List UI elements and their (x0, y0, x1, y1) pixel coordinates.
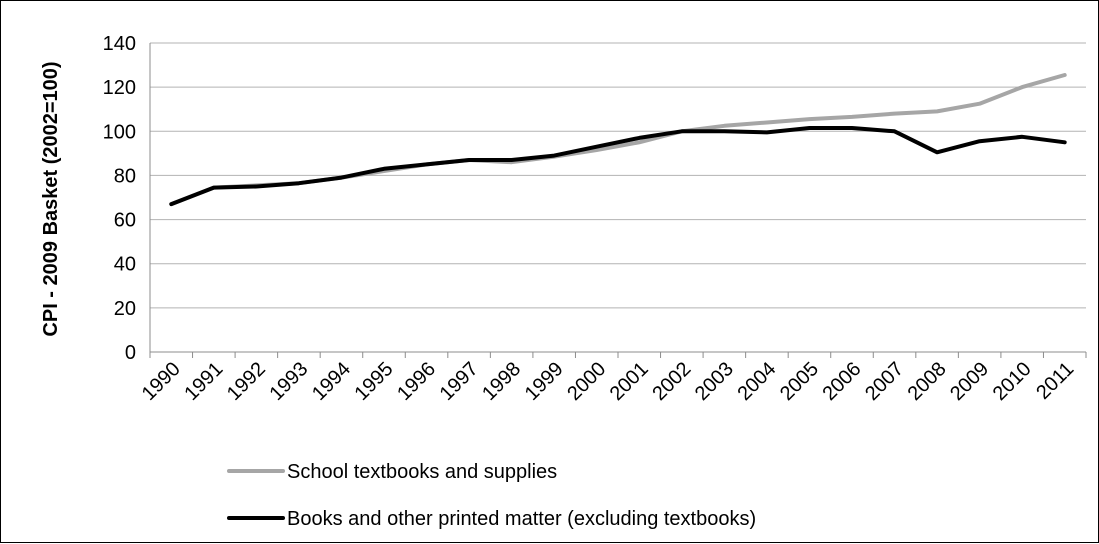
legend-label-1: School textbooks and supplies (287, 461, 557, 483)
x-tick-label: 1994 (308, 358, 355, 405)
y-tick-label: 60 (114, 210, 136, 232)
x-tick-label: 1995 (351, 358, 398, 405)
x-tick-label: 1993 (265, 358, 312, 405)
y-tick-label: 0 (125, 342, 136, 364)
x-tick-label: 1991 (180, 358, 227, 405)
x-tick-label: 1992 (223, 358, 270, 405)
x-tick-label: 1997 (436, 358, 483, 405)
y-tick-label: 20 (114, 298, 136, 320)
grid-lines (150, 42, 1086, 309)
series-line-2 (169, 126, 1067, 207)
x-tick-label: 2007 (861, 358, 908, 405)
y-axis-title: CPI - 2009 Basket (2002=100) (40, 61, 62, 336)
x-tick-label: 1990 (138, 358, 185, 405)
x-tick-label: 2000 (563, 358, 610, 405)
y-tick-label: 40 (114, 254, 136, 276)
series-line-1 (169, 73, 1067, 207)
x-tick-label: 2005 (776, 358, 823, 405)
y-tick-label: 120 (103, 77, 136, 99)
x-tick-label: 2006 (819, 358, 866, 405)
y-tick-label: 80 (114, 165, 136, 187)
x-tick-label: 2001 (606, 358, 653, 405)
legend-label-2: Books and other printed matter (excludin… (287, 508, 756, 530)
x-tick-label: 2011 (1032, 358, 1078, 404)
x-tick-label: 2008 (904, 358, 951, 405)
legend: School textbooks and supplies Books and o… (227, 461, 756, 530)
x-tick-label: 1998 (478, 358, 525, 405)
x-tick-label: 2003 (691, 358, 738, 405)
series-lines (169, 73, 1067, 207)
x-tick-label: 2004 (733, 358, 780, 405)
x-tick-label: 1999 (521, 358, 568, 405)
x-tick-label: 2010 (989, 358, 1036, 405)
y-tick-label: 140 (103, 33, 136, 55)
x-axis: 1990199119921993199419951996199719981999… (138, 351, 1087, 405)
x-tick-label: 1996 (393, 358, 440, 405)
y-tick-label: 100 (103, 121, 136, 143)
x-tick-label: 2002 (648, 358, 695, 405)
x-tick-label: 2009 (946, 358, 993, 405)
y-axis: 0 20 40 60 80 100 120 140 (103, 33, 151, 364)
